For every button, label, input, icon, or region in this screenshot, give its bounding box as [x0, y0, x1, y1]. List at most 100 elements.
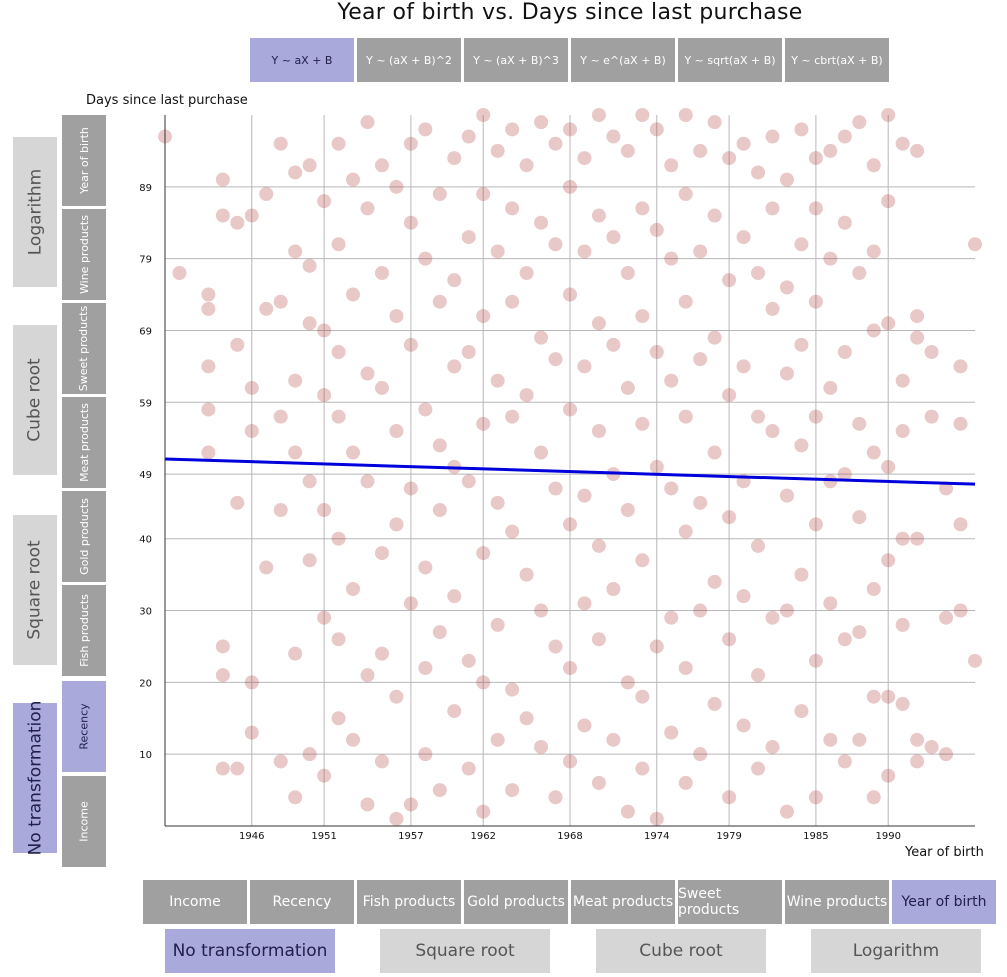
data-point	[852, 115, 867, 130]
data-point	[346, 582, 361, 596]
data-point	[432, 438, 447, 453]
x-var-gold-products[interactable]: Gold products	[464, 880, 568, 924]
data-point	[288, 790, 303, 805]
data-point	[563, 179, 577, 194]
x-var-year-of-birth[interactable]: Year of birth	[892, 880, 996, 924]
data-point	[881, 316, 896, 331]
data-point	[881, 689, 896, 704]
data-point	[346, 445, 361, 460]
data-point	[664, 725, 679, 740]
x-var-sweet-products[interactable]: Sweet products	[678, 880, 782, 924]
data-point	[418, 251, 433, 266]
model-tab-cube[interactable]: Y ~ (aX + B)^3	[464, 38, 568, 82]
y-var-meat-products[interactable]: Meat products	[62, 397, 106, 488]
x-transform-square-root[interactable]: Square root	[380, 929, 550, 973]
data-point	[331, 409, 346, 424]
data-point	[577, 151, 592, 166]
data-point	[346, 287, 361, 302]
y-tick-label: 89	[139, 183, 152, 194]
data-point	[924, 345, 939, 359]
data-point	[476, 108, 491, 122]
data-point	[736, 230, 751, 245]
data-point	[302, 316, 317, 331]
data-point	[895, 373, 910, 388]
data-point	[447, 589, 462, 604]
data-point	[635, 416, 650, 431]
data-point	[403, 797, 418, 812]
data-point	[866, 582, 881, 596]
data-point	[403, 136, 418, 151]
data-point	[866, 323, 881, 338]
data-point	[808, 294, 823, 309]
data-point	[779, 603, 794, 618]
data-point	[534, 215, 549, 230]
y-var-fish-products[interactable]: Fish products	[62, 585, 106, 676]
data-point	[244, 208, 259, 223]
y-var-year-of-birth[interactable]: Year of birth	[62, 115, 106, 206]
y-tick-label: 59	[139, 398, 152, 409]
data-point	[635, 201, 650, 216]
model-tab-exp[interactable]: Y ~ e^(aX + B)	[571, 38, 675, 82]
y-var-gold-products[interactable]: Gold products	[62, 491, 106, 582]
data-point	[389, 517, 404, 532]
data-point	[939, 481, 954, 496]
y-transform-none[interactable]: No transformation	[13, 701, 57, 855]
data-point	[591, 108, 606, 122]
data-point	[881, 768, 896, 783]
x-transform-logarithm[interactable]: Logarithm	[811, 929, 981, 973]
data-point	[577, 596, 592, 611]
x-var-recency[interactable]: Recency	[250, 880, 354, 924]
data-point	[866, 158, 881, 173]
x-var-meat-products[interactable]: Meat products	[571, 880, 675, 924]
y-transform-square-root[interactable]: Square root	[13, 515, 57, 665]
model-tab-cbrt[interactable]: Y ~ cbrt(aX + B)	[785, 38, 889, 82]
y-var-income[interactable]: Income	[62, 776, 106, 867]
y-transform-logarithm[interactable]: Logarithm	[13, 137, 57, 287]
y-var-wine-products[interactable]: Wine products	[62, 209, 106, 300]
x-transform-cube-root[interactable]: Cube root	[596, 929, 766, 973]
x-transform-none[interactable]: No transformation	[165, 929, 335, 973]
data-point	[779, 366, 794, 381]
data-point	[447, 359, 462, 374]
model-tab-square[interactable]: Y ~ (aX + B)^2	[357, 38, 461, 82]
data-point	[230, 495, 245, 510]
data-point	[635, 553, 650, 568]
data-point	[577, 244, 592, 259]
data-point	[505, 122, 520, 137]
data-point	[823, 474, 838, 489]
x-var-income[interactable]: Income	[143, 880, 247, 924]
data-point	[910, 309, 925, 324]
data-point	[461, 345, 476, 359]
data-point	[837, 632, 852, 647]
data-point	[635, 309, 650, 324]
data-point	[693, 244, 708, 259]
data-point	[374, 754, 389, 769]
y-var-recency[interactable]: Recency	[62, 681, 106, 772]
x-tick-label: 1990	[875, 831, 900, 842]
data-point	[678, 775, 693, 790]
data-point	[808, 151, 823, 166]
x-var-fish-products[interactable]: Fish products	[357, 880, 461, 924]
trend-line	[164, 457, 976, 486]
data-point	[852, 625, 867, 640]
x-var-wine-products[interactable]: Wine products	[785, 880, 889, 924]
data-point	[389, 811, 404, 826]
data-point	[635, 108, 650, 122]
data-point	[259, 560, 274, 575]
data-point	[476, 675, 491, 690]
data-point	[736, 718, 751, 733]
data-point	[924, 740, 939, 754]
y-var-sweet-products[interactable]: Sweet products	[62, 303, 106, 394]
y-transform-cube-root[interactable]: Cube root	[13, 325, 57, 475]
data-point	[548, 237, 563, 252]
data-point	[751, 266, 766, 280]
model-tab-linear[interactable]: Y ~ aX + B	[250, 38, 354, 82]
data-point	[808, 409, 823, 424]
x-tick-label: 1951	[311, 831, 336, 842]
data-point	[635, 761, 650, 776]
data-point	[215, 668, 230, 683]
model-tab-sqrt[interactable]: Y ~ sqrt(aX + B)	[678, 38, 782, 82]
data-point	[606, 582, 621, 596]
data-point	[751, 538, 766, 553]
data-point	[765, 740, 780, 754]
